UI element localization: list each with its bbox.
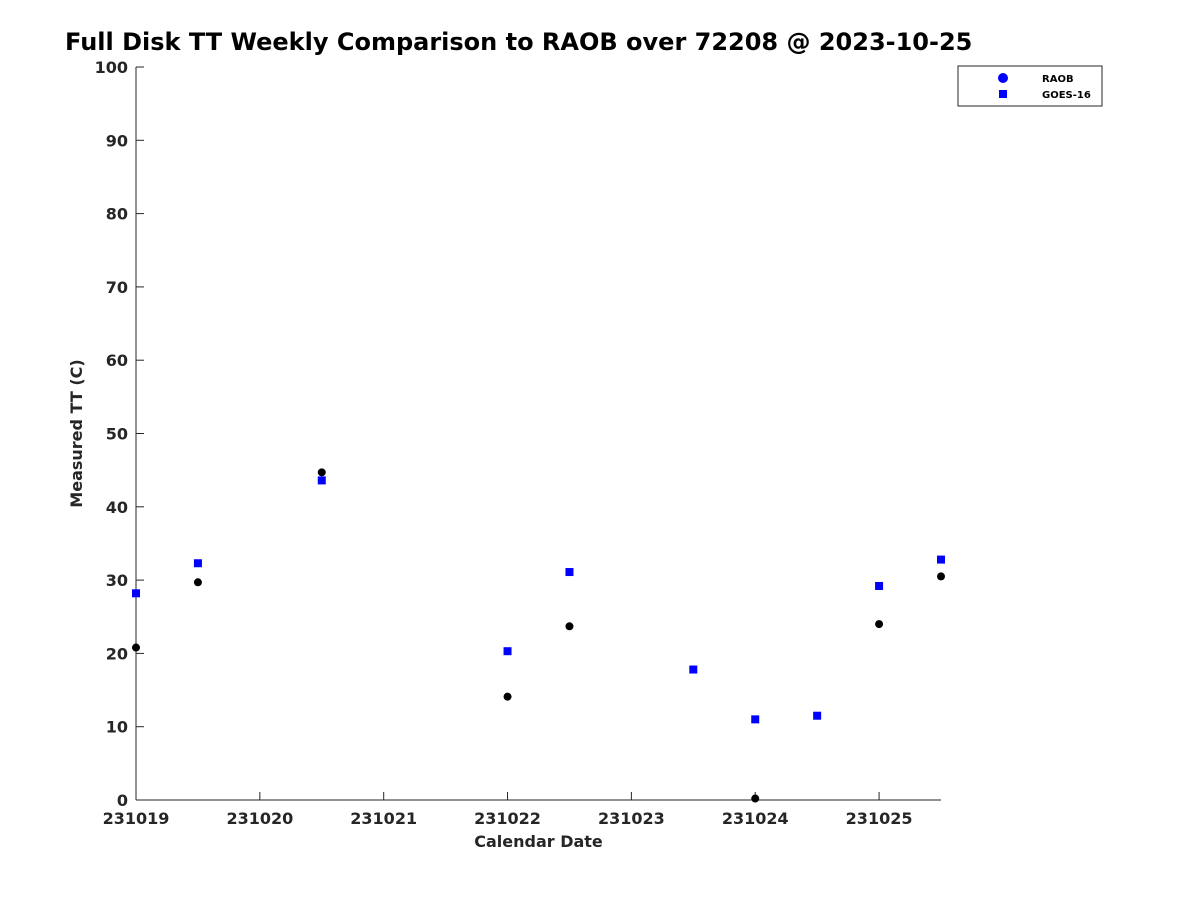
raob-point [503,692,512,701]
x-tick-label: 231024 [722,809,789,828]
legend-goes-16-marker [999,90,1007,98]
raob-point [317,468,326,477]
goes-16-point [503,647,512,656]
x-axis-label: Calendar Date [474,832,603,851]
goes-16-point [132,589,140,598]
goes-16-point [875,581,884,590]
goes-16-point [193,559,202,568]
legend-label: RAOB [1042,74,1074,85]
x-tick-label: 231021 [350,809,417,828]
y-tick-label: 0 [117,791,128,810]
x-tick-label: 231023 [598,809,665,828]
x-tick-label: 231022 [474,809,541,828]
y-tick-label: 100 [95,58,128,77]
y-tick-label: 60 [106,351,128,370]
goes-16-point [689,665,698,674]
goes-16-point [317,476,326,485]
y-tick-label: 50 [106,425,128,444]
legend-raob-marker [998,73,1008,83]
y-tick-label: 10 [106,718,128,737]
raob-point [751,794,760,803]
x-tick-label: 231019 [103,809,170,828]
x-tick-label: 231020 [226,809,293,828]
plot-axes [135,67,941,801]
chart-title: Full Disk TT Weekly Comparison to RAOB o… [65,28,973,56]
x-tick-label: 231025 [846,809,913,828]
y-tick-label: 40 [106,498,128,517]
raob-point [193,578,202,587]
raob-point [565,622,574,631]
legend-label: GOES-16 [1042,90,1091,101]
legend-box [957,65,1103,107]
goes-16-point [565,568,574,577]
goes-16-point [813,711,822,720]
legend: RAOB GOES-16 [957,65,1103,107]
goes-16-point [937,555,945,564]
y-tick-label: 80 [106,205,128,224]
x-axis-ticks: 231019 231020 231021 231022 231023 231024 2310… [103,792,913,828]
raob-point [132,643,140,652]
y-axis-ticks: 0 10 20 30 40 50 60 70 80 90 100 [95,58,144,810]
raob-point [875,620,884,629]
y-tick-label: 20 [106,644,128,663]
data-points [132,468,945,803]
y-tick-label: 90 [106,131,128,150]
y-tick-label: 30 [106,571,128,590]
raob-point [937,572,945,581]
goes-16-point [751,715,760,724]
y-axis-label: Measured TT (C) [67,359,86,507]
y-tick-label: 70 [106,278,128,297]
